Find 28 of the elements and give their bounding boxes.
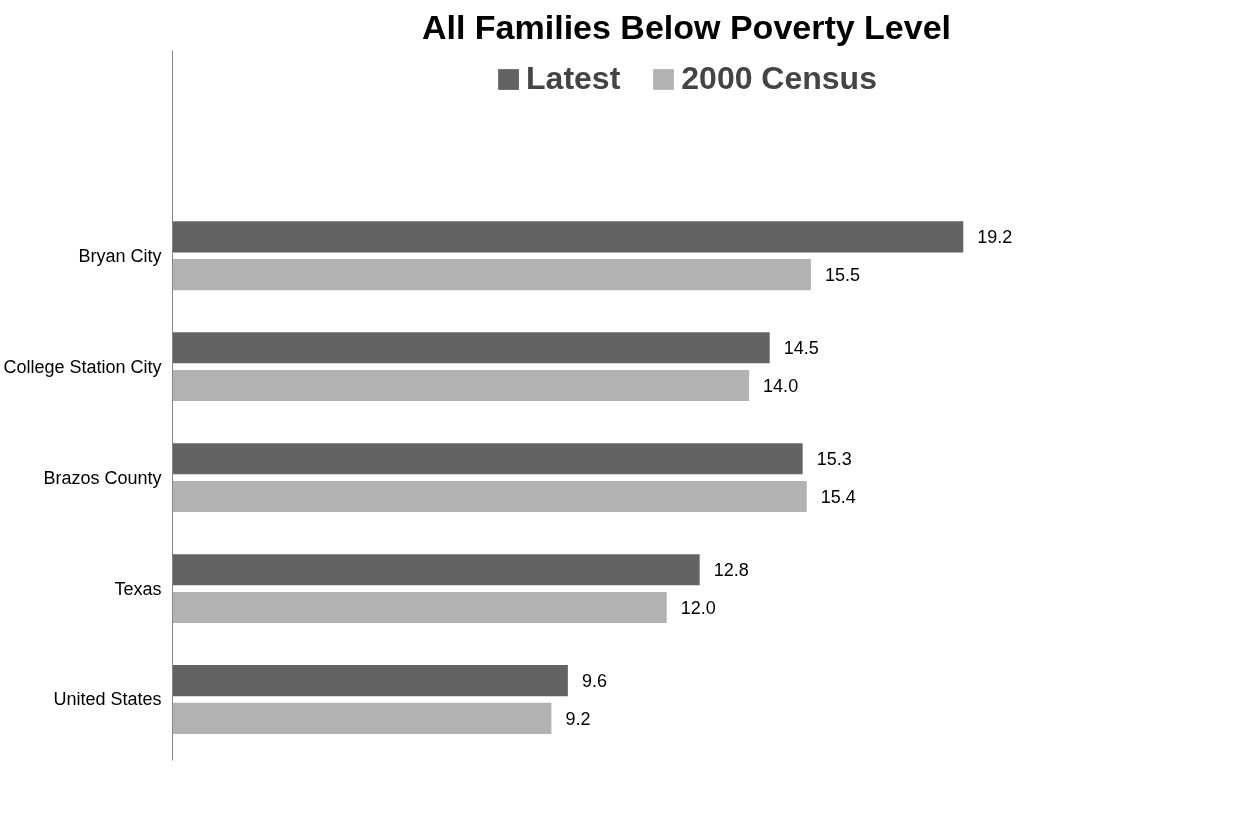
bar xyxy=(172,702,552,734)
legend-label: 2000 Census xyxy=(681,60,877,97)
bar xyxy=(172,332,770,364)
data-label: 14.0 xyxy=(763,376,799,397)
y-tick-label: Brazos County xyxy=(43,467,162,488)
legend-label: Latest xyxy=(526,60,621,97)
data-label: 12.0 xyxy=(680,597,716,618)
data-label: 15.4 xyxy=(820,486,856,507)
bar xyxy=(172,665,568,697)
data-label: 9.6 xyxy=(581,671,607,692)
data-label: 15.5 xyxy=(824,265,860,286)
data-label: 19.2 xyxy=(977,227,1013,248)
data-label: 15.3 xyxy=(816,449,852,470)
y-tick-label: Texas xyxy=(114,578,162,599)
bar xyxy=(172,259,811,291)
bar xyxy=(172,221,964,253)
data-label: 9.2 xyxy=(565,708,591,729)
data-label: 12.8 xyxy=(713,560,749,581)
bar xyxy=(172,554,700,586)
bar xyxy=(172,480,807,512)
y-tick-label: Bryan City xyxy=(78,245,162,266)
bar xyxy=(172,370,750,402)
y-tick-label: College Station City xyxy=(3,356,162,377)
chart-title: All Families Below Poverty Level xyxy=(421,7,952,46)
bar xyxy=(172,443,803,475)
bar xyxy=(172,591,667,623)
y-tick-label: United States xyxy=(53,689,162,710)
data-label: 14.5 xyxy=(783,338,819,359)
